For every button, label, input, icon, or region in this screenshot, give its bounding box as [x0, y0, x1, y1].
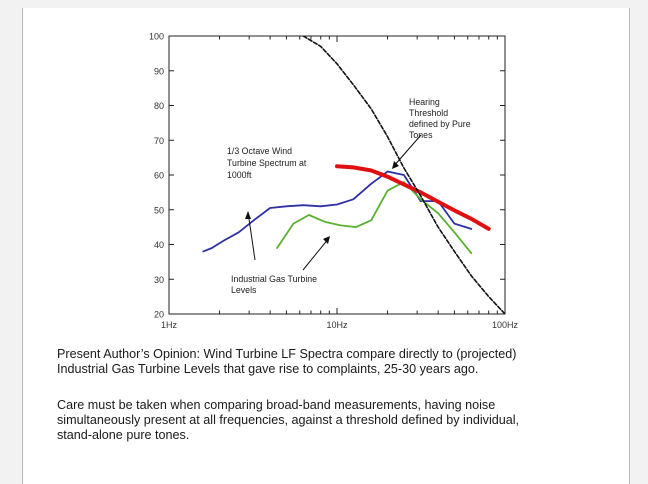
care-line-1: Care must be taken when comparing broad-…: [57, 398, 496, 412]
opinion-caption: Present Author’s Opinion: Wind Turbine L…: [57, 347, 617, 377]
plot-frame: [168, 35, 506, 315]
hearing-threshold-annotation: Hearing Threshold defined by Pure Tones: [409, 97, 471, 140]
green-gas-turbine-line: [276, 181, 473, 255]
y-tick-label: 70: [154, 136, 164, 146]
blue-wind-spectrum-line: [202, 170, 473, 253]
y-tick-label: 80: [154, 101, 164, 111]
y-tick-label: 60: [154, 171, 164, 181]
x-tick-label: 10Hz: [326, 320, 348, 330]
gas-turbine-annotation: Industrial Gas Turbine Levels: [231, 274, 317, 295]
hearing-arrowhead: [392, 161, 399, 169]
chart: 20 30 40 50 60 70 80 90 100 1Hz 10Hz 100Hz 1/3 Octav…: [149, 32, 519, 331]
y-tick-label: 100: [149, 32, 164, 42]
red-projected-trend-line: [335, 164, 491, 231]
gas-arrowhead-2: [323, 236, 330, 244]
gas-arrowhead-1: [245, 211, 251, 219]
opinion-line-1: Present Author’s Opinion: Wind Turbine L…: [57, 347, 517, 361]
x-tick-label: 100Hz: [492, 320, 519, 330]
hearing-leader-line: [392, 134, 422, 168]
y-tick-label: 20: [154, 310, 164, 320]
y-tick-label: 50: [154, 205, 164, 215]
opinion-line-2: Industrial Gas Turbine Levels that gave …: [57, 362, 479, 376]
care-line-3: stand-alone pure tones.: [57, 428, 190, 442]
hearing-threshold-line: [302, 36, 505, 314]
x-tick-label: 1Hz: [161, 320, 178, 330]
y-tick-label: 30: [154, 275, 164, 285]
y-tick-label: 90: [154, 66, 164, 76]
slide: 20 30 40 50 60 70 80 90 100 1Hz 10Hz 100Hz 1/3 Octav…: [22, 8, 630, 484]
y-tick-label: 40: [154, 240, 164, 250]
care-line-2: simultaneously present at all frequencie…: [57, 413, 520, 427]
gas-leader-line-2: [302, 237, 330, 271]
care-caption: Care must be taken when comparing broad-…: [57, 398, 617, 443]
wind-spectrum-annotation: 1/3 Octave Wind Turbine Spectrum at 1000ft: [227, 146, 307, 180]
gas-leader-line-1: [247, 211, 256, 261]
